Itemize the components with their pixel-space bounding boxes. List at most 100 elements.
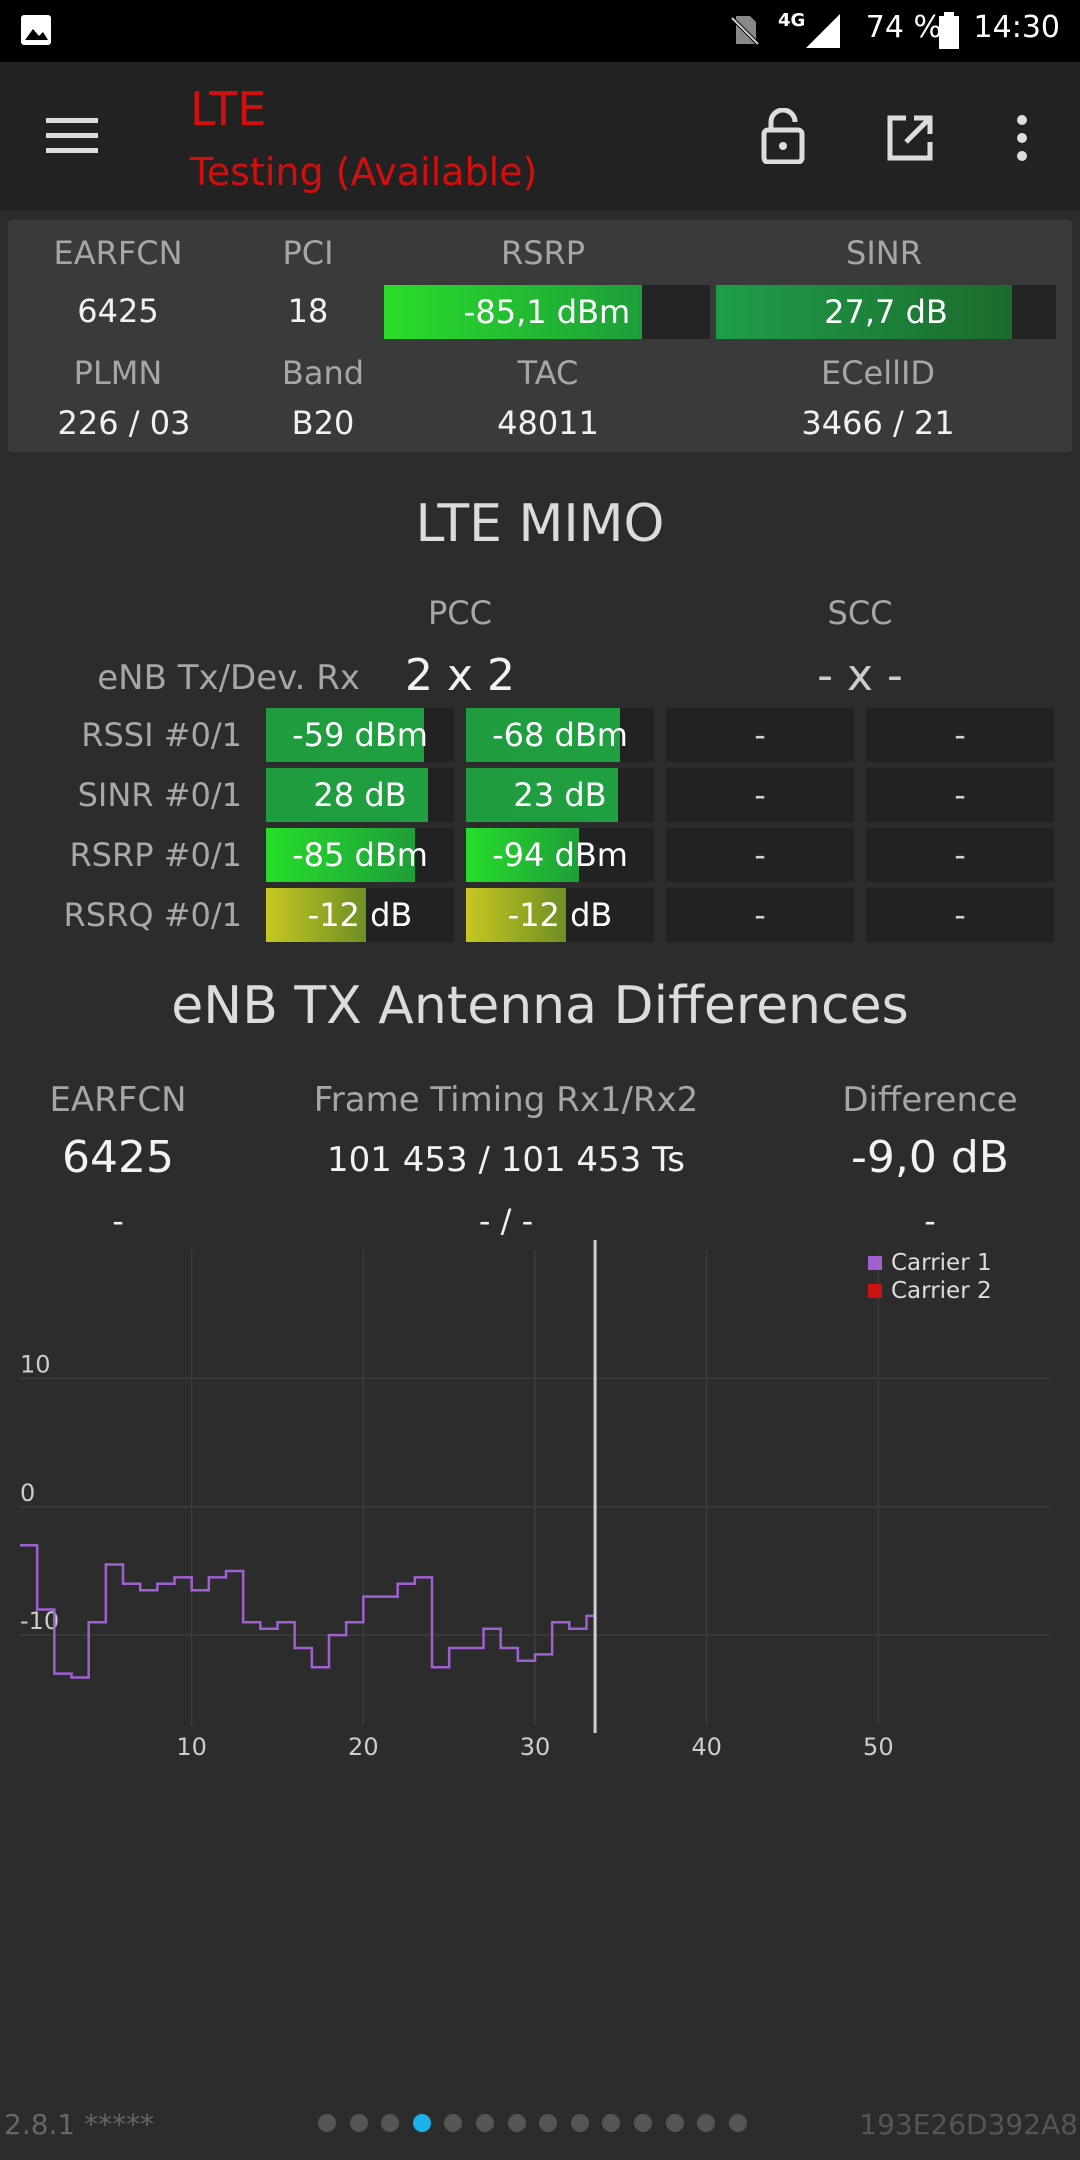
- tac-label: TAC: [517, 354, 579, 392]
- series-line-1: [20, 1544, 594, 1679]
- mimo-cell-value: -68 dBm: [492, 716, 628, 754]
- rsrp-bar: -85,1 dBm: [384, 285, 710, 339]
- antenna-diff-value: -9,0 dB: [851, 1132, 1009, 1183]
- rsrp-label: RSRP: [500, 234, 586, 272]
- battery-percent: 74 %: [865, 10, 942, 45]
- antenna-earfcn-label: EARFCN: [49, 1080, 187, 1120]
- app-bar: LTE Testing (Available): [0, 62, 1080, 210]
- x-tick-label: 40: [691, 1733, 722, 1760]
- mimo-cell-value: -59 dBm: [292, 716, 428, 754]
- pcc-label: PCC: [428, 594, 492, 632]
- mimo-cell-value: -85 dBm: [292, 836, 428, 874]
- earfcn-value: 6425: [77, 292, 159, 330]
- page-dot-active[interactable]: [412, 2114, 431, 2132]
- page-dot[interactable]: [697, 2114, 716, 2132]
- mimo-cell-value: -94 dBm: [492, 836, 628, 874]
- mimo-bar-fill: [466, 888, 566, 942]
- mimo-row-label: RSRP #0/1: [69, 836, 242, 874]
- mimo-cell-pcc1: 23 dB: [466, 768, 654, 822]
- mimo-cell-pcc0: -12 dB: [266, 888, 454, 942]
- page-dot[interactable]: [476, 2114, 494, 2132]
- mimo-cell-value: -: [954, 836, 966, 874]
- mimo-bar-fill: [466, 828, 579, 882]
- ecellid-label: ECellID: [820, 354, 936, 392]
- mimo-cell-value: -12 dB: [507, 896, 613, 934]
- page-dot[interactable]: [318, 2114, 336, 2132]
- page-dot[interactable]: [444, 2114, 463, 2132]
- menu-icon[interactable]: [46, 116, 98, 156]
- mimo-cell-pcc1: -12 dB: [466, 888, 654, 942]
- network-type: 4G: [778, 10, 806, 31]
- lock-icon[interactable]: [760, 108, 806, 164]
- mimo-bar-fill: [266, 768, 428, 822]
- mimo-cell-scc1: -: [866, 768, 1054, 822]
- mimo-bar-fill: [466, 768, 619, 822]
- pci-value: 18: [287, 292, 329, 330]
- legend-swatch: [868, 1284, 882, 1298]
- rsrp-bar-fill: [384, 285, 642, 339]
- y-tick-label: 0: [20, 1479, 35, 1507]
- mimo-cell-value: -: [754, 836, 766, 874]
- antenna-timing-value: 101 453 / 101 453 Ts: [327, 1140, 685, 1180]
- page-dot[interactable]: [570, 2114, 589, 2132]
- plmn-value: 226 / 03: [57, 404, 191, 442]
- no-sim-icon: [730, 16, 760, 46]
- antenna-diff-value-2: -: [924, 1202, 936, 1240]
- rsrp-value: -85,1 dBm: [463, 293, 631, 331]
- antenna-section-title: eNB TX Antenna Differences: [171, 976, 909, 1036]
- overflow-icon[interactable]: [1010, 114, 1034, 162]
- signal-icon: [806, 14, 840, 48]
- x-tick-label: 20: [348, 1733, 379, 1760]
- mimo-cell-scc0: -: [666, 828, 854, 882]
- antenna-earfcn-value-2: -: [112, 1202, 124, 1240]
- mimo-cell-scc0: -: [666, 888, 854, 942]
- mimo-cell-pcc1: -94 dBm: [466, 828, 654, 882]
- page-dot[interactable]: [728, 2114, 747, 2132]
- page-dot[interactable]: [507, 2114, 526, 2132]
- mimo-bar-fill: [266, 828, 415, 882]
- legend-label: Carrier 2: [891, 1278, 992, 1304]
- mimo-cell-value: -: [754, 716, 766, 754]
- open-external-icon[interactable]: [886, 114, 934, 162]
- page-dot[interactable]: [634, 2114, 652, 2132]
- page-dot[interactable]: [665, 2114, 684, 2132]
- x-tick-label: 30: [520, 1733, 551, 1760]
- antenna-diff-label: Difference: [842, 1080, 1018, 1120]
- mimo-cell-value: 28 dB: [313, 776, 407, 814]
- x-tick-label: 50: [863, 1733, 894, 1760]
- pci-label: PCI: [282, 234, 334, 272]
- mimo-cell-scc1: -: [866, 708, 1054, 762]
- mimo-cell-value: -: [754, 776, 766, 814]
- antenna-timing-label: Frame Timing Rx1/Rx2: [313, 1080, 699, 1120]
- page-dot[interactable]: [539, 2114, 558, 2132]
- x-tick-label: 10: [176, 1733, 207, 1760]
- plmn-label: PLMN: [73, 354, 163, 392]
- page-dot[interactable]: [381, 2114, 400, 2132]
- clock: 14:30: [973, 10, 1060, 45]
- mimo-row-label: RSSI #0/1: [81, 716, 242, 754]
- mimo-bar-fill: [266, 888, 366, 942]
- mimo-cell-pcc1: -68 dBm: [466, 708, 654, 762]
- page-title: LTE: [190, 82, 267, 136]
- mimo-cell-value: -: [954, 716, 966, 754]
- page-dot[interactable]: [349, 2114, 368, 2132]
- y-tick-label: 10: [20, 1350, 51, 1378]
- scc-label: SCC: [827, 594, 893, 632]
- scc-config: - x -: [817, 650, 903, 701]
- mimo-cell-pcc0: -59 dBm: [266, 708, 454, 762]
- sinr-bar-fill: [716, 285, 1012, 339]
- app-version: 2.8.1 *****: [4, 2108, 155, 2141]
- mimo-cell-value: -12 dB: [307, 896, 413, 934]
- mimo-cell-value: -: [954, 776, 966, 814]
- device-id: 193E26D392A8: [859, 2108, 1078, 2141]
- antenna-earfcn-value: 6425: [62, 1132, 174, 1183]
- battery-icon: [939, 12, 959, 49]
- mimo-cell-pcc0: 28 dB: [266, 768, 454, 822]
- mimo-section-title: LTE MIMO: [415, 494, 665, 554]
- legend-label: Carrier 1: [891, 1250, 992, 1276]
- mimo-cell-scc0: -: [666, 708, 854, 762]
- mimo-config-label: eNB Tx/Dev. Rx: [97, 658, 360, 698]
- page-dot[interactable]: [602, 2114, 621, 2132]
- legend-swatch: [868, 1256, 882, 1270]
